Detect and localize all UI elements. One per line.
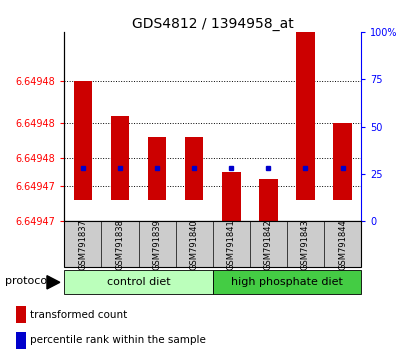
Text: GSM791844: GSM791844 (338, 219, 347, 270)
FancyBboxPatch shape (64, 270, 213, 294)
Text: GSM791840: GSM791840 (190, 219, 199, 270)
Text: GSM791841: GSM791841 (227, 219, 236, 270)
Text: percentile rank within the sample: percentile rank within the sample (30, 335, 206, 345)
Bar (185, 137, 203, 200)
Bar (16, 332, 26, 349)
FancyBboxPatch shape (213, 270, 361, 294)
Bar (148, 137, 166, 200)
Bar (16, 306, 26, 323)
Bar (333, 123, 352, 200)
Bar (222, 172, 241, 235)
Text: protocol: protocol (5, 276, 50, 286)
Polygon shape (47, 276, 60, 289)
Text: GSM791838: GSM791838 (115, 219, 124, 270)
Title: GDS4812 / 1394958_at: GDS4812 / 1394958_at (132, 17, 293, 31)
Text: GSM791842: GSM791842 (264, 219, 273, 270)
FancyBboxPatch shape (64, 221, 361, 267)
Text: control diet: control diet (107, 277, 170, 287)
Text: high phosphate diet: high phosphate diet (231, 277, 343, 287)
Text: GSM791839: GSM791839 (153, 219, 161, 270)
Text: GSM791843: GSM791843 (301, 219, 310, 270)
Bar (296, 32, 315, 200)
Text: transformed count: transformed count (30, 310, 127, 320)
Bar (259, 179, 278, 242)
Text: GSM791837: GSM791837 (78, 219, 88, 270)
Bar (111, 116, 129, 200)
Bar (73, 81, 92, 200)
